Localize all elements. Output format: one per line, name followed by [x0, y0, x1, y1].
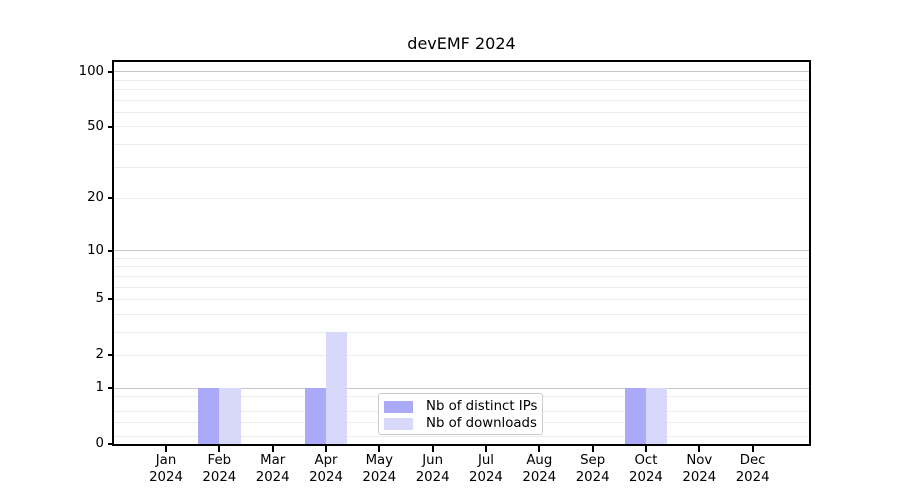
x-tick-oct [644, 446, 647, 452]
legend-label-downloads: Nb of downloads [426, 416, 537, 431]
gridline-minor [114, 89, 809, 91]
y-tick-label-10: 10 [87, 242, 104, 258]
gridline-minor [114, 331, 809, 333]
gridline-minor [114, 286, 809, 288]
gridline-20 [114, 197, 809, 199]
bar-downloads-apr [325, 332, 348, 444]
x-tick-mar [271, 446, 274, 452]
x-tick-aug [538, 446, 541, 452]
x-tick-label-aug: Aug 2024 [522, 453, 557, 485]
bar-distinct-ips-oct [624, 388, 646, 444]
x-tick-feb [218, 446, 221, 452]
x-tick-label-apr: Apr 2024 [309, 453, 343, 485]
x-tick-label-may: May 2024 [362, 453, 397, 485]
y-tick-0 [108, 443, 114, 445]
gridline-5 [114, 298, 809, 300]
x-tick-label-jun: Jun 2024 [415, 453, 450, 485]
y-tick-100 [108, 70, 114, 73]
bar-downloads-feb [219, 388, 241, 444]
gridline-1 [114, 387, 809, 389]
y-tick-5 [108, 298, 114, 301]
gridline-10 [114, 250, 809, 252]
gridline-minor [114, 166, 809, 168]
bar-distinct-ips-apr [304, 388, 326, 444]
x-tick-label-feb: Feb 2024 [202, 453, 237, 485]
chart-title: devEMF 2024 [407, 34, 516, 53]
x-tick-label-oct: Oct 2024 [629, 453, 663, 485]
x-tick-jun [431, 446, 434, 452]
y-tick-label-0: 0 [95, 436, 104, 451]
x-tick-sep [591, 446, 594, 452]
y-tick-20 [108, 197, 114, 200]
x-tick-label-jan: Jan 2024 [149, 453, 183, 485]
gridline-minor [114, 313, 809, 315]
gridline-minor [114, 257, 809, 259]
gridline-minor [114, 111, 809, 113]
x-tick-label-mar: Mar 2024 [255, 453, 290, 485]
gridline-minor [114, 143, 809, 145]
x-tick-may [378, 446, 381, 452]
y-tick-10 [108, 249, 114, 252]
x-tick-nov [698, 446, 701, 452]
bar-distinct-ips-feb [198, 388, 220, 444]
gridline-minor [114, 266, 809, 268]
gridline-minor [114, 435, 809, 437]
gridline-2 [114, 354, 809, 356]
y-tick-50 [108, 125, 114, 128]
x-tick-jul [484, 446, 487, 452]
legend-swatch-distinct-ips [384, 401, 413, 413]
y-tick-label-5: 5 [95, 291, 104, 307]
gridline-minor [114, 79, 809, 81]
y-tick-label-50: 50 [87, 118, 104, 134]
y-tick-label-2: 2 [95, 347, 104, 363]
y-tick-label-20: 20 [87, 190, 104, 206]
x-tick-label-dec: Dec 2024 [735, 453, 770, 485]
legend: Nb of distinct IPs Nb of downloads [378, 393, 543, 435]
gridline-100 [114, 71, 809, 73]
gridline-50 [114, 126, 809, 128]
x-tick-dec [751, 446, 754, 452]
legend-item-distinct-ips: Nb of distinct IPs [384, 399, 538, 415]
y-tick-label-100: 100 [78, 63, 104, 79]
x-tick-label-jul: Jul 2024 [469, 453, 503, 485]
x-tick-apr [324, 446, 327, 452]
legend-item-downloads: Nb of downloads [384, 416, 537, 432]
x-tick-label-sep: Sep 2024 [575, 453, 610, 485]
gridline-minor [114, 99, 809, 101]
y-tick-2 [108, 354, 114, 357]
y-tick-label-1: 1 [95, 380, 104, 396]
x-tick-label-nov: Nov 2024 [682, 453, 717, 485]
gridline-minor [114, 275, 809, 277]
legend-label-distinct-ips: Nb of distinct IPs [426, 399, 538, 414]
bar-downloads-oct [645, 388, 668, 444]
y-tick-1 [108, 387, 114, 390]
legend-swatch-downloads [384, 418, 413, 430]
x-tick-jan [165, 446, 167, 452]
